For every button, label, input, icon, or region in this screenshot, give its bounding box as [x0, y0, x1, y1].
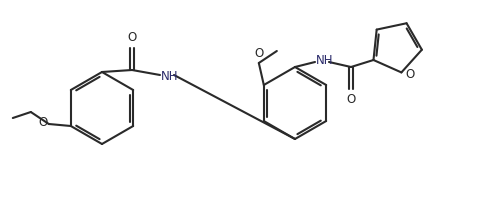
Text: O: O [254, 47, 263, 60]
Text: O: O [39, 116, 48, 130]
Text: O: O [127, 31, 136, 44]
Text: NH: NH [316, 54, 333, 68]
Text: O: O [406, 68, 415, 81]
Text: O: O [347, 93, 356, 106]
Text: NH: NH [161, 69, 179, 83]
